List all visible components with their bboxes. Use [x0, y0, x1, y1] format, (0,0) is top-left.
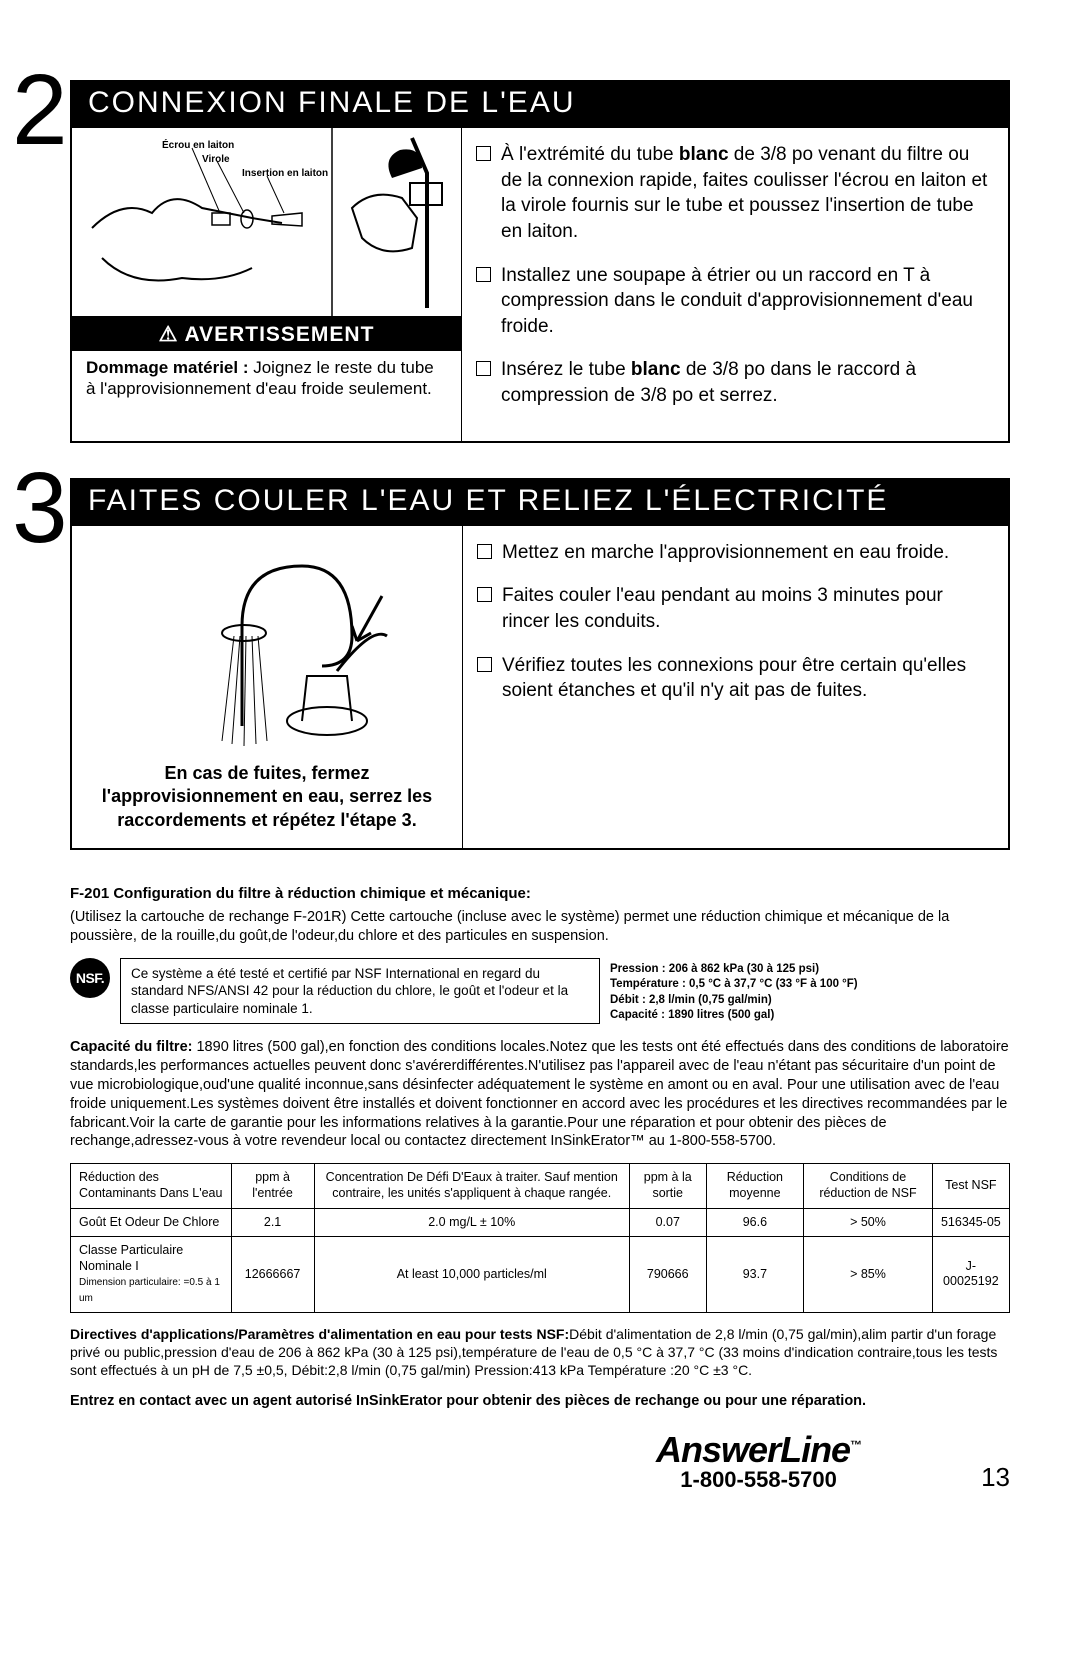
nsf-row: NSF. Ce système a été testé et certifié … — [70, 958, 1010, 1025]
step-2-checks: À l'extrémité du tube blanc de 3/8 po ve… — [462, 128, 1008, 441]
contact-line: Entrez en contact avec un agent autorisé… — [70, 1393, 1010, 1409]
step-2: 2 CONNEXION FINALE DE L'EAU Écrou en lai… — [70, 80, 1010, 443]
diagram-svg-2 — [72, 128, 462, 318]
check-item: À l'extrémité du tube blanc de 3/8 po ve… — [476, 142, 990, 245]
reduction-table: Réduction des Contaminants Dans L'eau pp… — [70, 1163, 1010, 1312]
leak-note: En cas de fuites, fermez l'approvisionne… — [72, 756, 462, 848]
label-virole: Virole — [202, 154, 230, 165]
nsf-badge-icon: NSF. — [70, 958, 110, 998]
step-2-body: Écrou en laiton Virole Insertion en lait… — [70, 128, 1010, 443]
answerline-logo: AnswerLine™ — [656, 1429, 861, 1471]
spec-list: Pression : 206 à 862 kPa (30 à 125 psi) … — [610, 958, 858, 1024]
step-3-body: En cas de fuites, fermez l'approvisionne… — [70, 526, 1010, 850]
step-2-left: Écrou en laiton Virole Insertion en lait… — [72, 128, 462, 441]
label-insertion: Insertion en laiton — [242, 168, 328, 179]
warning-header: ⚠ AVERTISSEMENT — [72, 318, 461, 351]
check-item: Faites couler l'eau pendant au moins 3 m… — [477, 583, 990, 634]
table-header-row: Réduction des Contaminants Dans L'eau pp… — [71, 1164, 1010, 1208]
directives: Directives d'applications/Paramètres d'a… — [70, 1325, 1010, 1380]
checkbox-icon — [477, 544, 492, 559]
check-item: Insérez le tube blanc de 3/8 po dans le … — [476, 357, 990, 408]
step-3-title: FAITES COULER L'EAU ET RELIEZ L'ÉLECTRIC… — [70, 478, 1010, 526]
step-3-left: En cas de fuites, fermez l'approvisionne… — [72, 526, 462, 848]
answerline-phone: 1-800-558-5700 — [656, 1467, 861, 1493]
checkbox-icon — [476, 146, 491, 161]
f201-title: F-201 Configuration du filtre à réductio… — [70, 885, 1010, 902]
table-row: Goût Et Odeur De Chlore 2.1 2.0 mg/L ± 1… — [71, 1208, 1010, 1237]
step-2-diagram: Écrou en laiton Virole Insertion en lait… — [72, 128, 461, 318]
diagram-svg-3 — [72, 526, 462, 756]
step-3: 3 FAITES COULER L'EAU ET RELIEZ L'ÉLECTR… — [70, 478, 1010, 850]
step-number-3: 3 — [12, 458, 68, 558]
checkbox-icon — [476, 267, 491, 282]
checkbox-icon — [476, 361, 491, 376]
warning-body: Dommage matériel : Joignez le reste du t… — [72, 351, 461, 410]
step-2-title: CONNEXION FINALE DE L'EAU — [70, 80, 1010, 128]
check-item: Mettez en marche l'approvisionnement en … — [477, 540, 990, 566]
check-item: Installez une soupape à étrier ou un rac… — [476, 263, 990, 340]
answerline-block: AnswerLine™ 1-800-558-5700 — [656, 1429, 861, 1493]
table-row: Classe Particulaire Nominale IDimension … — [71, 1237, 1010, 1313]
step-3-checks: Mettez en marche l'approvisionnement en … — [462, 526, 1008, 848]
footer: AnswerLine™ 1-800-558-5700 13 — [70, 1429, 1010, 1493]
check-item: Vérifiez toutes les connexions pour être… — [477, 653, 990, 704]
label-ecrou: Écrou en laiton — [162, 140, 234, 151]
checkbox-icon — [477, 657, 492, 672]
capacity-para: Capacité du filtre: 1890 litres (500 gal… — [70, 1038, 1010, 1151]
warning-bold: Dommage matériel : — [86, 358, 249, 377]
f201-intro: (Utilisez la cartouche de rechange F-201… — [70, 908, 1010, 946]
checkbox-icon — [477, 587, 492, 602]
step-number-2: 2 — [12, 60, 68, 160]
nsf-cert-text: Ce système a été testé et certifié par N… — [120, 958, 600, 1025]
step-3-diagram — [72, 526, 462, 756]
page-number: 13 — [981, 1462, 1010, 1493]
